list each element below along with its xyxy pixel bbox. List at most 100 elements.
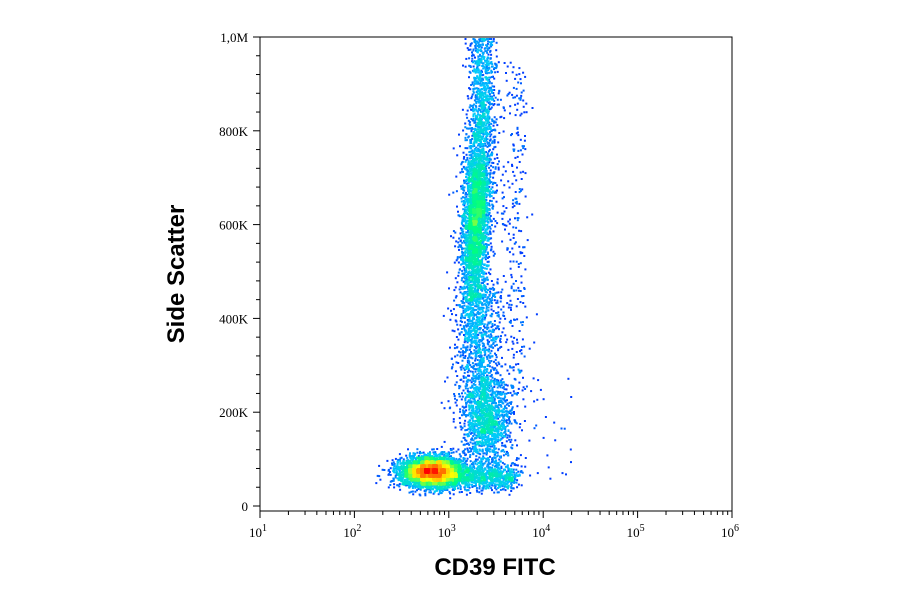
event-point [493,67,496,69]
event-point [485,157,488,159]
event-point [483,452,486,455]
event-point [479,312,481,315]
event-point [508,412,511,414]
event-point [464,332,467,334]
event-point [501,449,504,452]
event-point [483,123,486,126]
event-point [493,461,496,464]
event-point [513,481,516,483]
event-point [512,260,515,263]
event-point [471,54,473,57]
event-point [503,431,506,434]
event-point [458,458,461,461]
event-point [452,363,454,366]
event-point [476,155,478,158]
event-point [470,172,472,175]
event-point [484,289,487,292]
event-point [486,42,489,45]
event-point [463,292,466,295]
event-point [493,484,496,487]
event-point [486,239,489,242]
event-point [493,383,496,386]
event-point [475,313,478,316]
event-point [473,288,476,291]
event-point [474,119,476,122]
event-point [480,437,483,440]
event-point [465,231,468,234]
event-point [507,469,510,472]
event-point [488,103,491,106]
event-point [524,457,527,459]
event-point [480,306,483,309]
event-point [507,480,510,483]
event-point [525,111,528,114]
event-point [469,146,472,149]
event-point [414,452,417,455]
event-point [519,189,522,192]
event-point [515,87,518,90]
event-point [490,373,493,376]
event-point [512,356,515,359]
event-point [462,287,465,290]
event-point [488,302,491,305]
event-point [506,338,509,341]
event-point [460,368,463,371]
event-point [473,402,476,405]
event-point [452,447,455,450]
event-point [450,455,452,458]
event-point [515,200,518,203]
event-point [479,49,482,52]
event-point [493,157,496,160]
event-point [480,160,483,163]
event-point [474,56,476,59]
event-point [471,386,474,389]
event-point [497,486,500,489]
event-point [447,400,450,403]
event-point [492,166,495,169]
event-point [482,38,485,40]
event-point [479,114,482,117]
event-point [468,106,471,109]
event-point [519,252,522,255]
event-point [466,345,469,348]
event-point [495,64,498,67]
event-point [510,490,513,492]
event-point [462,457,465,459]
event-point [486,62,489,65]
event-point [480,69,483,72]
event-point [520,321,522,324]
event-point [492,230,495,233]
event-point [467,484,470,487]
event-point [462,316,465,319]
event-point [503,383,506,386]
event-point [494,485,497,488]
event-point [492,481,495,484]
event-point [488,179,491,182]
event-point [473,142,476,145]
event-point [506,436,509,439]
event-point [429,489,432,492]
event-point [510,438,513,441]
event-point [491,435,494,438]
event-point [484,402,487,405]
event-point [491,440,494,443]
event-point [485,69,488,72]
event-point [474,379,477,382]
event-point [489,242,492,245]
event-point [457,210,459,213]
event-point [471,357,474,360]
event-point [494,292,497,295]
event-point [469,386,472,389]
event-point [519,454,522,457]
event-point [482,462,484,465]
event-point [494,182,497,184]
event-point [477,426,480,429]
event-point [520,112,523,115]
event-point [483,462,486,465]
event-point [466,205,469,208]
event-point [475,91,478,94]
event-point [466,387,469,390]
event-point [514,439,517,442]
event-point [479,462,482,464]
event-point [517,470,520,473]
